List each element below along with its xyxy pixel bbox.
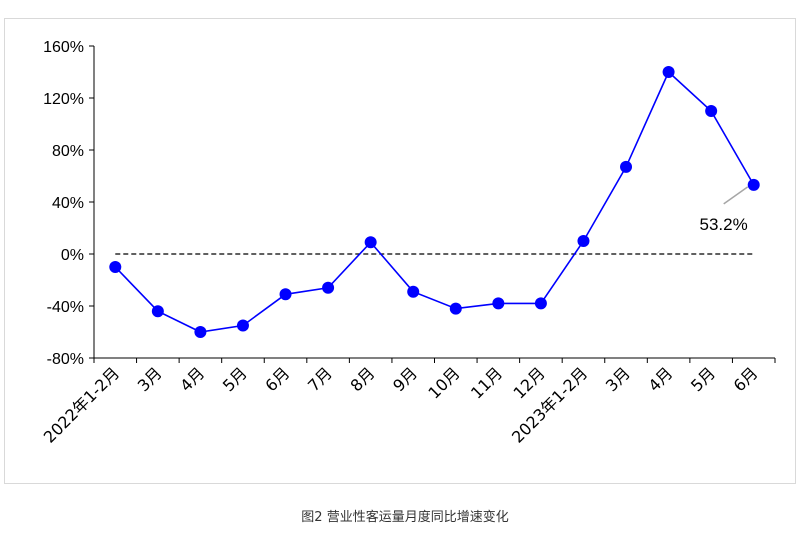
- x-category-label: 7月: [304, 363, 336, 395]
- data-point: [194, 326, 207, 338]
- x-category-label: 6月: [261, 363, 293, 395]
- figure-caption: 图2 营业性客运量月度同比增速变化: [301, 510, 509, 525]
- x-category-label: 12月: [510, 363, 549, 402]
- data-point: [492, 297, 505, 310]
- x-category-label: 2022年1-2月: [40, 363, 123, 446]
- y-tick-label: 120%: [43, 91, 84, 108]
- x-category-label: 4月: [644, 363, 676, 395]
- y-tick-label: 40%: [52, 195, 84, 212]
- data-point: [620, 160, 633, 173]
- y-tick-label: -80%: [47, 351, 84, 368]
- x-category-label: 8月: [347, 363, 379, 395]
- y-tick-label: 160%: [43, 39, 84, 56]
- y-tick-label: 80%: [52, 143, 84, 160]
- x-category-label: 6月: [730, 363, 762, 395]
- data-point: [577, 235, 590, 247]
- x-category-label: 2023年1-2月: [508, 363, 591, 446]
- x-category-label: 4月: [176, 363, 208, 395]
- data-point: [236, 319, 249, 332]
- annotation-leader-line: [723, 186, 749, 205]
- data-point: [109, 261, 122, 273]
- data-point: [279, 288, 292, 301]
- data-point: [364, 236, 377, 249]
- line-chart: 160% 120% 80% 40% 0% -40% -80%2022年1-2月 3月 4月 5月 6…: [40, 39, 776, 447]
- y-tick-label: 0%: [61, 247, 84, 264]
- x-category-label: 10月: [424, 363, 463, 402]
- x-category-label: 5月: [219, 363, 251, 395]
- annotation-label: 53.2%: [700, 215, 748, 234]
- y-tick-label: -40%: [47, 299, 84, 316]
- x-category-label: 5月: [687, 363, 719, 395]
- data-point: [151, 305, 164, 318]
- x-category-label: 3月: [602, 363, 634, 395]
- chart-frame: [4, 18, 796, 484]
- x-category-label: 11月: [467, 363, 506, 402]
- data-point: [449, 302, 462, 315]
- data-point: [705, 105, 718, 117]
- data-point: [534, 297, 547, 310]
- data-point: [747, 178, 760, 191]
- data-point: [322, 281, 335, 294]
- series-line: [114, 70, 755, 333]
- data-point: [662, 66, 675, 78]
- x-category-label: 3月: [134, 363, 166, 395]
- data-point: [407, 285, 420, 298]
- x-category-label: 9月: [389, 363, 421, 395]
